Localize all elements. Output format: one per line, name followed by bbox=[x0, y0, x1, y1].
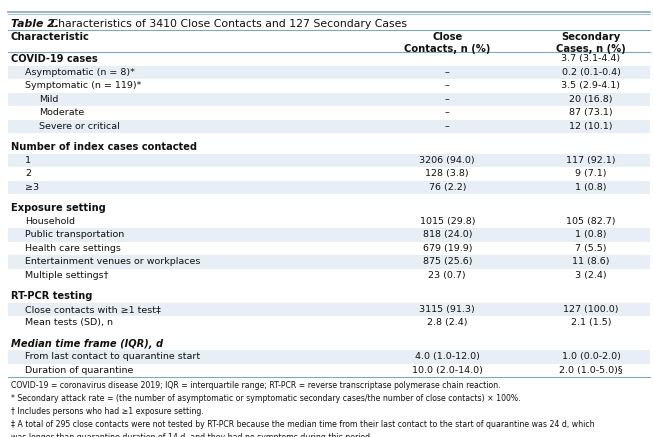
Text: Severe or critical: Severe or critical bbox=[39, 122, 119, 131]
Text: 2.8 (2.4): 2.8 (2.4) bbox=[427, 318, 468, 327]
Text: Entertainment venues or workplaces: Entertainment venues or workplaces bbox=[25, 257, 200, 266]
Text: Close contacts with ≥1 test‡: Close contacts with ≥1 test‡ bbox=[25, 305, 161, 314]
Bar bbox=[8, 93, 650, 106]
Bar bbox=[8, 302, 650, 316]
Text: Duration of quarantine: Duration of quarantine bbox=[25, 366, 133, 375]
Text: 127 (100.0): 127 (100.0) bbox=[564, 305, 618, 314]
Text: From last contact to quarantine start: From last contact to quarantine start bbox=[25, 352, 200, 361]
Text: Median time frame (IQR), d: Median time frame (IQR), d bbox=[11, 339, 163, 349]
Text: Characteristics of 3410 Close Contacts and 127 Secondary Cases: Characteristics of 3410 Close Contacts a… bbox=[47, 19, 407, 29]
Text: 105 (82.7): 105 (82.7) bbox=[566, 217, 616, 226]
Text: –: – bbox=[445, 95, 450, 104]
Bar bbox=[8, 350, 650, 364]
Text: Symptomatic (n = 119)*: Symptomatic (n = 119)* bbox=[25, 81, 141, 90]
Text: –: – bbox=[445, 122, 450, 131]
Text: 87 (73.1): 87 (73.1) bbox=[569, 108, 613, 117]
Text: –: – bbox=[445, 81, 450, 90]
Text: 117 (92.1): 117 (92.1) bbox=[566, 156, 616, 165]
Text: was longer than quarantine duration of 14 d, and they had no symptoms during thi: was longer than quarantine duration of 1… bbox=[11, 433, 372, 437]
Text: Characteristic: Characteristic bbox=[11, 32, 89, 42]
Bar bbox=[8, 228, 650, 242]
Text: Multiple settings†: Multiple settings† bbox=[25, 271, 108, 280]
Text: 818 (24.0): 818 (24.0) bbox=[422, 230, 472, 239]
Text: 3206 (94.0): 3206 (94.0) bbox=[419, 156, 475, 165]
Text: Close
Contacts, n (%): Close Contacts, n (%) bbox=[404, 32, 490, 54]
Text: * Secondary attack rate = (the number of asymptomatic or symptomatic secondary c: * Secondary attack rate = (the number of… bbox=[11, 394, 520, 403]
Text: 11 (8.6): 11 (8.6) bbox=[572, 257, 610, 266]
Text: 1: 1 bbox=[25, 156, 31, 165]
Text: 20 (16.8): 20 (16.8) bbox=[569, 95, 613, 104]
Text: † Includes persons who had ≥1 exposure setting.: † Includes persons who had ≥1 exposure s… bbox=[11, 407, 204, 416]
Text: 875 (25.6): 875 (25.6) bbox=[422, 257, 472, 266]
Text: 12 (10.1): 12 (10.1) bbox=[569, 122, 613, 131]
Text: –: – bbox=[445, 68, 450, 77]
Text: COVID-19 cases: COVID-19 cases bbox=[11, 54, 97, 64]
Text: Secondary
Cases, n (%): Secondary Cases, n (%) bbox=[556, 32, 626, 54]
Text: RT-PCR testing: RT-PCR testing bbox=[11, 291, 92, 301]
Text: Number of index cases contacted: Number of index cases contacted bbox=[11, 142, 197, 153]
Text: Moderate: Moderate bbox=[39, 108, 84, 117]
Text: Exposure setting: Exposure setting bbox=[11, 203, 106, 213]
Text: 3.5 (2.9-4.1): 3.5 (2.9-4.1) bbox=[562, 81, 620, 90]
Text: 3.7 (3.1-4.4): 3.7 (3.1-4.4) bbox=[562, 54, 620, 63]
Text: 23 (0.7): 23 (0.7) bbox=[428, 271, 466, 280]
Text: 4.0 (1.0-12.0): 4.0 (1.0-12.0) bbox=[415, 352, 480, 361]
Text: 2: 2 bbox=[25, 169, 31, 178]
Bar bbox=[8, 66, 650, 79]
Bar bbox=[8, 255, 650, 268]
Text: 1 (0.8): 1 (0.8) bbox=[575, 183, 607, 192]
Text: 2.0 (1.0-5.0)§: 2.0 (1.0-5.0)§ bbox=[559, 366, 623, 375]
Text: Table 2.: Table 2. bbox=[11, 19, 59, 29]
Text: Household: Household bbox=[25, 217, 75, 226]
Bar bbox=[8, 180, 650, 194]
Text: ≥3: ≥3 bbox=[25, 183, 39, 192]
Text: 679 (19.9): 679 (19.9) bbox=[422, 244, 472, 253]
Text: 0.2 (0.1-0.4): 0.2 (0.1-0.4) bbox=[562, 68, 620, 77]
Text: Mean tests (SD), n: Mean tests (SD), n bbox=[25, 318, 113, 327]
Text: 10.0 (2.0-14.0): 10.0 (2.0-14.0) bbox=[412, 366, 483, 375]
Text: 2.1 (1.5): 2.1 (1.5) bbox=[571, 318, 611, 327]
Bar bbox=[8, 153, 650, 167]
Text: Mild: Mild bbox=[39, 95, 58, 104]
Text: Public transportation: Public transportation bbox=[25, 230, 124, 239]
Text: ‡ A total of 295 close contacts were not tested by RT-PCR because the median tim: ‡ A total of 295 close contacts were not… bbox=[11, 420, 594, 429]
Text: 1.0 (0.0-2.0): 1.0 (0.0-2.0) bbox=[562, 352, 620, 361]
Text: 1015 (29.8): 1015 (29.8) bbox=[420, 217, 475, 226]
Text: 128 (3.8): 128 (3.8) bbox=[426, 169, 469, 178]
Text: COVID-19 = coronavirus disease 2019; IQR = interquartile range; RT-PCR = reverse: COVID-19 = coronavirus disease 2019; IQR… bbox=[11, 381, 500, 390]
Text: 1 (0.8): 1 (0.8) bbox=[575, 230, 607, 239]
Text: 3115 (91.3): 3115 (91.3) bbox=[419, 305, 475, 314]
Text: 7 (5.5): 7 (5.5) bbox=[575, 244, 607, 253]
Text: Health care settings: Health care settings bbox=[25, 244, 121, 253]
Text: 9 (7.1): 9 (7.1) bbox=[575, 169, 607, 178]
Text: 76 (2.2): 76 (2.2) bbox=[428, 183, 466, 192]
Text: Asymptomatic (n = 8)*: Asymptomatic (n = 8)* bbox=[25, 68, 135, 77]
Text: 3 (2.4): 3 (2.4) bbox=[575, 271, 607, 280]
Bar bbox=[8, 119, 650, 133]
Text: –: – bbox=[445, 108, 450, 117]
